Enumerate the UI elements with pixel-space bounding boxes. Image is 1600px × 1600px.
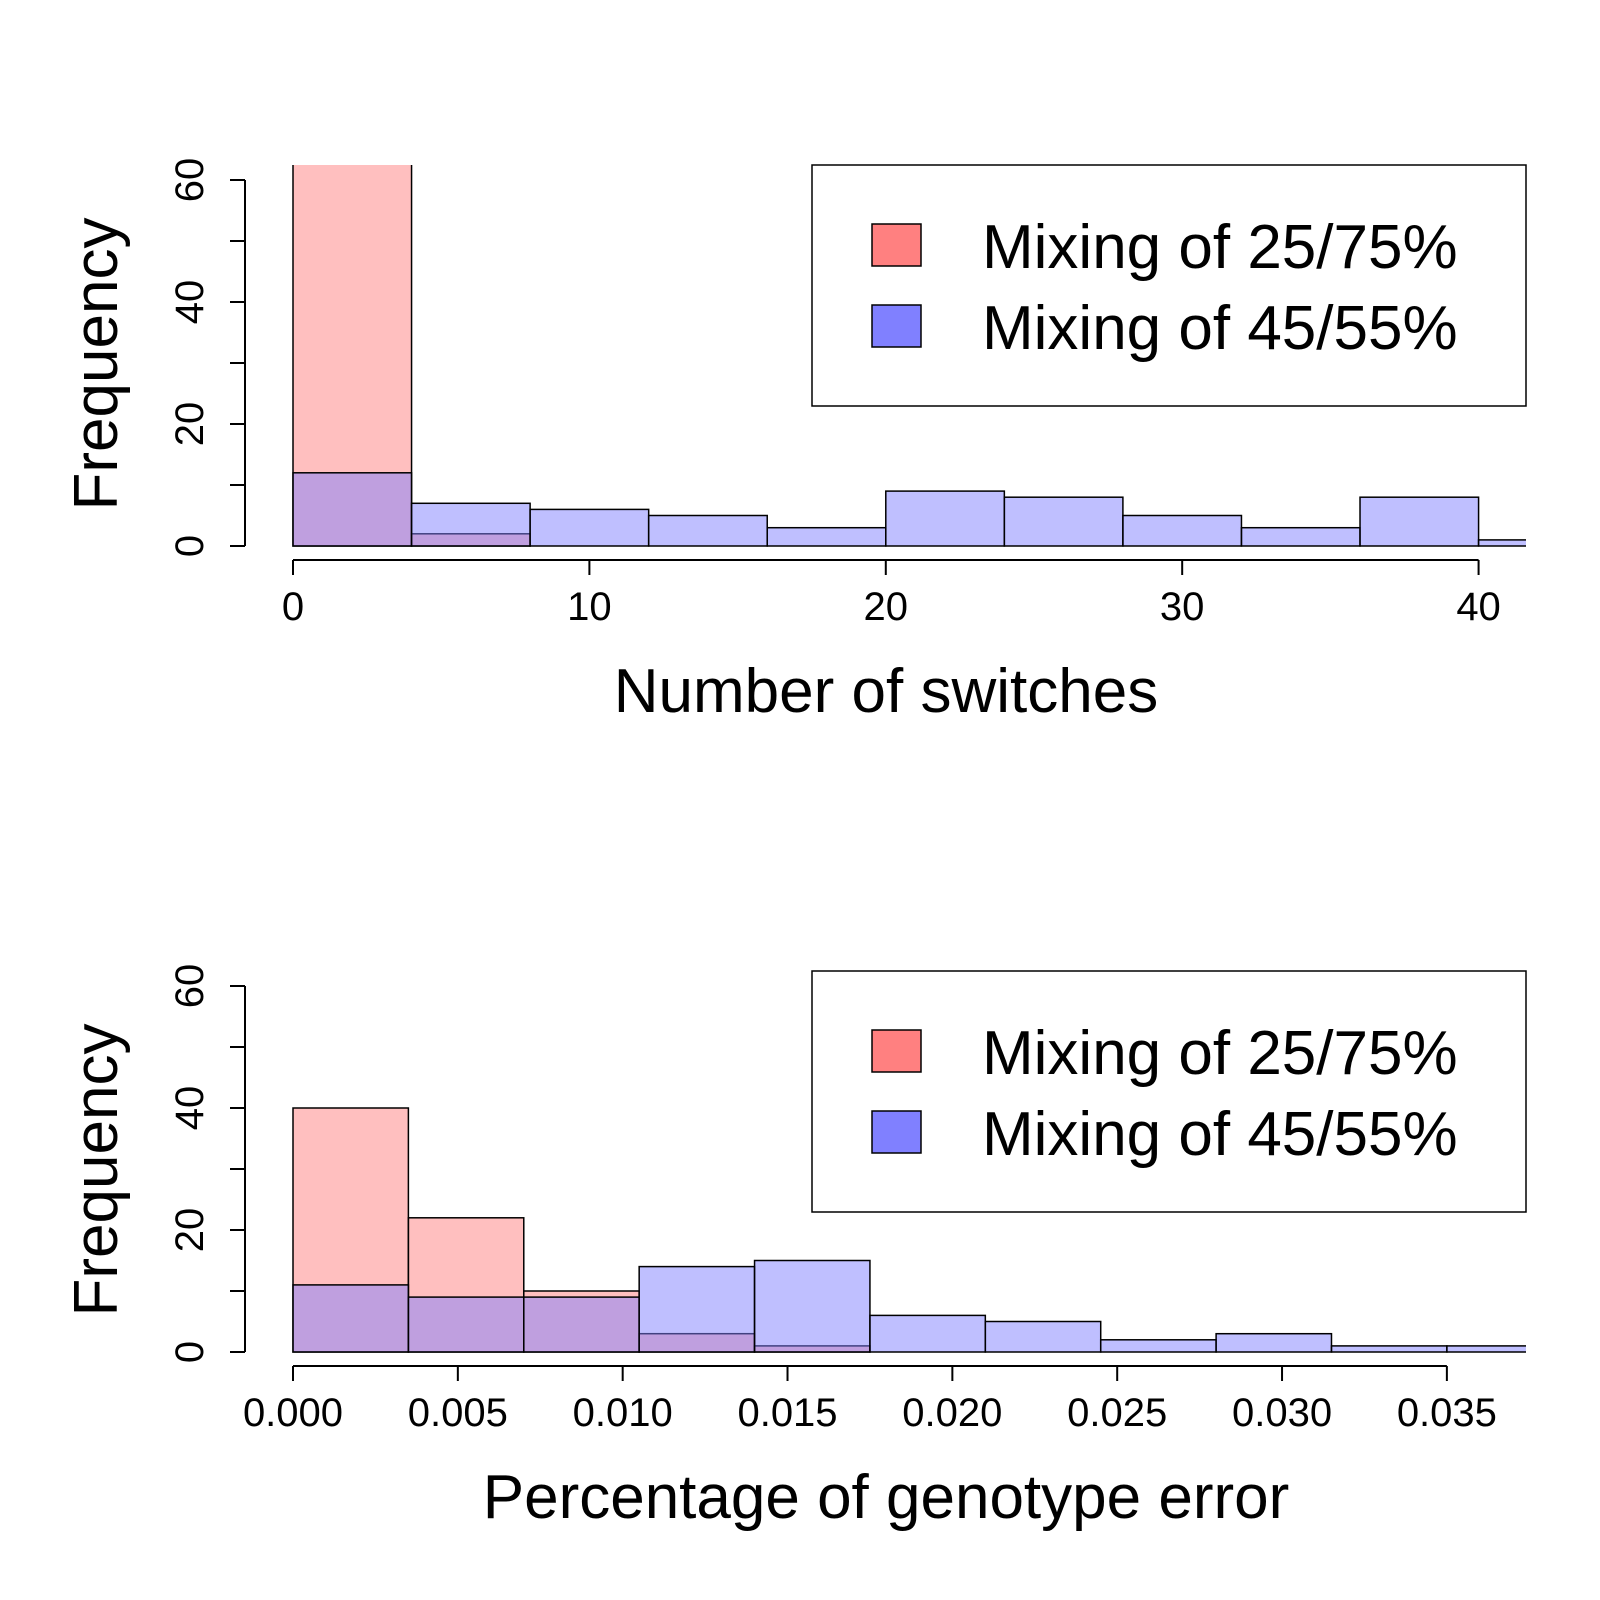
- switches-x-axis-title: Number of switches: [614, 657, 1158, 726]
- genotype-error-x-tick-label-7: 0.035: [1397, 1391, 1497, 1435]
- genotype-error-bar-45-55-0: [292, 1284, 410, 1353]
- genotype-error-x-tick-label-6: 0.030: [1232, 1391, 1332, 1435]
- switches-legend-swatch-25-75: [871, 223, 922, 267]
- genotype-error-bar-45-55-1: [407, 1296, 525, 1353]
- genotype-error-x-axis: 0.000 0.005 0.010 0.015 0.020 0.025 0.030 0.035: [243, 1365, 1497, 1435]
- genotype-error-histogram-panel: 0.000 0.005 0.010 0.015 0.020 0.025 0.030 0.035…: [62, 964, 1527, 1532]
- switches-bar-45-55-7: [1122, 514, 1243, 547]
- switches-x-tick-label-4: 40: [1456, 585, 1501, 629]
- genotype-error-y-tick-label-2: 40: [168, 1086, 212, 1131]
- switches-y-tick-label-2: 40: [168, 280, 212, 325]
- switches-bar-45-55-2: [529, 508, 650, 547]
- genotype-error-y-tick-label-0: 0: [168, 1341, 212, 1363]
- genotype-error-x-tick-label-3: 0.015: [737, 1391, 837, 1435]
- switches-legend-label-25-75: Mixing of 25/75%: [982, 213, 1458, 282]
- genotype-error-legend: Mixing of 25/75% Mixing of 45/55%: [811, 970, 1527, 1213]
- switches-bar-45-55-10: [1477, 539, 1526, 547]
- genotype-error-x-tick-label-2: 0.010: [573, 1391, 673, 1435]
- switches-x-tick-label-2: 20: [864, 585, 909, 629]
- switches-y-axis-title: Frequency: [62, 218, 131, 511]
- genotype-error-bar-45-55-2: [523, 1296, 640, 1353]
- switches-legend-swatch-45-55: [871, 304, 922, 348]
- switches-bar-45-55-5: [885, 490, 1006, 547]
- genotype-error-bar-45-55-9: [1330, 1345, 1448, 1353]
- switches-bar-45-55-4: [766, 526, 887, 547]
- switches-x-axis: 0 10 20 30 40: [282, 559, 1501, 629]
- genotype-error-y-axis: 0 20 40 60: [168, 964, 246, 1363]
- genotype-error-legend-swatch-25-75: [871, 1029, 922, 1073]
- genotype-error-bar-45-55-7: [1099, 1339, 1217, 1353]
- genotype-error-legend-label-45-55: Mixing of 45/55%: [982, 1100, 1458, 1169]
- switches-y-tick-label-0: 0: [168, 535, 212, 557]
- switches-histogram-panel: 0 10 20 30 40 0 20 40 60 Number of switches Fre…: [62, 158, 1527, 726]
- switches-legend: Mixing of 25/75% Mixing of 45/55%: [811, 164, 1527, 407]
- switches-x-tick-label-0: 0: [282, 585, 304, 629]
- genotype-error-x-tick-label-5: 0.025: [1067, 1391, 1167, 1435]
- switches-bar-45-55-0: [292, 472, 413, 547]
- genotype-error-x-tick-label-1: 0.005: [408, 1391, 508, 1435]
- switches-bar-45-55-8: [1240, 526, 1361, 547]
- genotype-error-bar-45-55-3: [638, 1265, 756, 1353]
- switches-y-tick-label-3: 60: [168, 158, 212, 203]
- genotype-error-bars: [292, 1107, 1526, 1353]
- genotype-error-legend-box: [811, 970, 1527, 1213]
- switches-bar-45-55-6: [1003, 496, 1124, 547]
- switches-x-tick-label-1: 10: [567, 585, 612, 629]
- switches-x-tick-label-3: 30: [1160, 585, 1205, 629]
- switches-bar-45-55-1: [410, 502, 531, 547]
- genotype-error-bar-45-55-4: [753, 1259, 871, 1353]
- genotype-error-y-axis-title: Frequency: [62, 1024, 131, 1317]
- genotype-error-bar-45-55-6: [984, 1320, 1102, 1353]
- switches-bar-45-55-9: [1359, 496, 1480, 547]
- genotype-error-x-tick-label-0: 0.000: [243, 1391, 343, 1435]
- genotype-error-y-tick-label-1: 20: [168, 1208, 212, 1253]
- genotype-error-bar-45-55-8: [1215, 1332, 1333, 1353]
- genotype-error-y-tick-label-3: 60: [168, 964, 212, 1009]
- switches-legend-label-45-55: Mixing of 45/55%: [982, 294, 1458, 363]
- genotype-error-legend-swatch-45-55: [871, 1110, 922, 1154]
- genotype-error-legend-label-25-75: Mixing of 25/75%: [982, 1019, 1458, 1088]
- switches-legend-box: [811, 164, 1527, 407]
- genotype-error-x-axis-title: Percentage of genotype error: [483, 1463, 1290, 1532]
- genotype-error-bar-45-55-5: [869, 1314, 987, 1353]
- switches-y-tick-label-1: 20: [168, 402, 212, 447]
- genotype-error-bar-45-55-10: [1446, 1345, 1526, 1353]
- switches-y-axis: 0 20 40 60: [168, 158, 246, 557]
- switches-bar-45-55-3: [647, 514, 768, 547]
- genotype-error-x-tick-label-4: 0.020: [902, 1391, 1002, 1435]
- switches-bars: [292, 165, 1526, 547]
